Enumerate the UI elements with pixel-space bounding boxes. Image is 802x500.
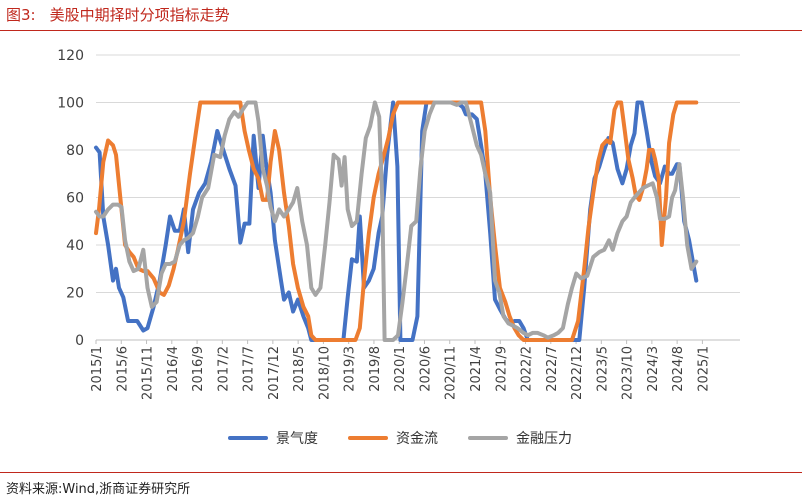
y-axis: 0 20 40 60 80 100 120 — [57, 48, 84, 349]
x-tick-label: 2021/4 — [469, 346, 484, 392]
x-tick-label: 2020/11 — [444, 346, 459, 400]
x-tick-label: 2023/10 — [621, 346, 636, 400]
x-tick-label: 2020/1 — [393, 346, 408, 392]
top-rule — [0, 30, 802, 31]
x-tick-label: 2015/11 — [141, 346, 156, 400]
x-tick-label: 2020/6 — [418, 346, 433, 392]
x-tick-label: 2024/3 — [646, 346, 661, 392]
x-tick-label: 2016/4 — [166, 346, 181, 392]
legend-swatch-1 — [348, 436, 388, 440]
x-tick-label: 2023/5 — [595, 346, 610, 392]
x-tick-label: 2022/2 — [520, 346, 535, 392]
series-line-2 — [94, 100, 699, 342]
figure-title: 图3: 美股中期择时分项指标走势 — [6, 4, 230, 25]
x-tick-label: 2016/9 — [191, 346, 206, 392]
x-tick-label: 2015/1 — [90, 346, 105, 392]
x-tick-label: 2018/5 — [292, 346, 307, 392]
x-tick-label: 2022/7 — [545, 346, 560, 392]
legend-label-0: 景气度 — [276, 431, 318, 447]
y-tick-label: 80 — [66, 143, 84, 159]
x-tick-label: 2022/12 — [570, 346, 585, 400]
line-chart: 0 20 40 60 80 100 120 2015/1 2015/6 2015/11 2016/… — [57, 48, 740, 400]
y-tick-label: 60 — [66, 191, 84, 207]
legend-label-1: 资金流 — [396, 431, 438, 447]
x-tick-label: 2017/12 — [267, 346, 282, 400]
x-tick-label: 2017/7 — [242, 346, 257, 392]
y-tick-label: 40 — [66, 238, 84, 254]
x-tick-label: 2019/8 — [368, 346, 383, 392]
x-tick-label: 2024/8 — [671, 346, 686, 392]
x-tick-label: 2025/1 — [696, 346, 711, 392]
series-line-1 — [94, 100, 699, 342]
y-tick-label: 100 — [57, 96, 84, 112]
y-tick-label: 0 — [75, 333, 84, 349]
figure-number: 图3: — [6, 6, 36, 24]
legend: 景气度 资金流 金融压力 — [228, 428, 572, 448]
x-axis: 2015/1 2015/6 2015/11 2016/4 2016/9 2017/2 201… — [90, 340, 711, 400]
y-tick-label: 20 — [66, 286, 84, 302]
x-tick-label: 2019/3 — [343, 346, 358, 392]
series-lines — [94, 100, 699, 342]
x-tick-label: 2018/10 — [317, 346, 332, 400]
legend-item-金融压力: 金融压力 — [468, 428, 572, 448]
bottom-rule — [0, 472, 802, 473]
series-line-0 — [94, 100, 699, 342]
y-tick-label: 120 — [57, 48, 84, 64]
legend-label-2: 金融压力 — [516, 431, 572, 447]
legend-swatch-0 — [228, 436, 268, 440]
x-tick-label: 2015/6 — [115, 346, 130, 392]
x-tick-label: 2017/2 — [216, 346, 231, 392]
source-note: 资料来源:Wind,浙商证券研究所 — [6, 482, 191, 497]
legend-item-景气度: 景气度 — [228, 428, 318, 448]
legend-swatch-2 — [468, 436, 508, 440]
legend-item-资金流: 资金流 — [348, 428, 438, 448]
x-tick-label: 2021/9 — [494, 346, 509, 392]
figure-title-text: 美股中期择时分项指标走势 — [49, 6, 230, 24]
